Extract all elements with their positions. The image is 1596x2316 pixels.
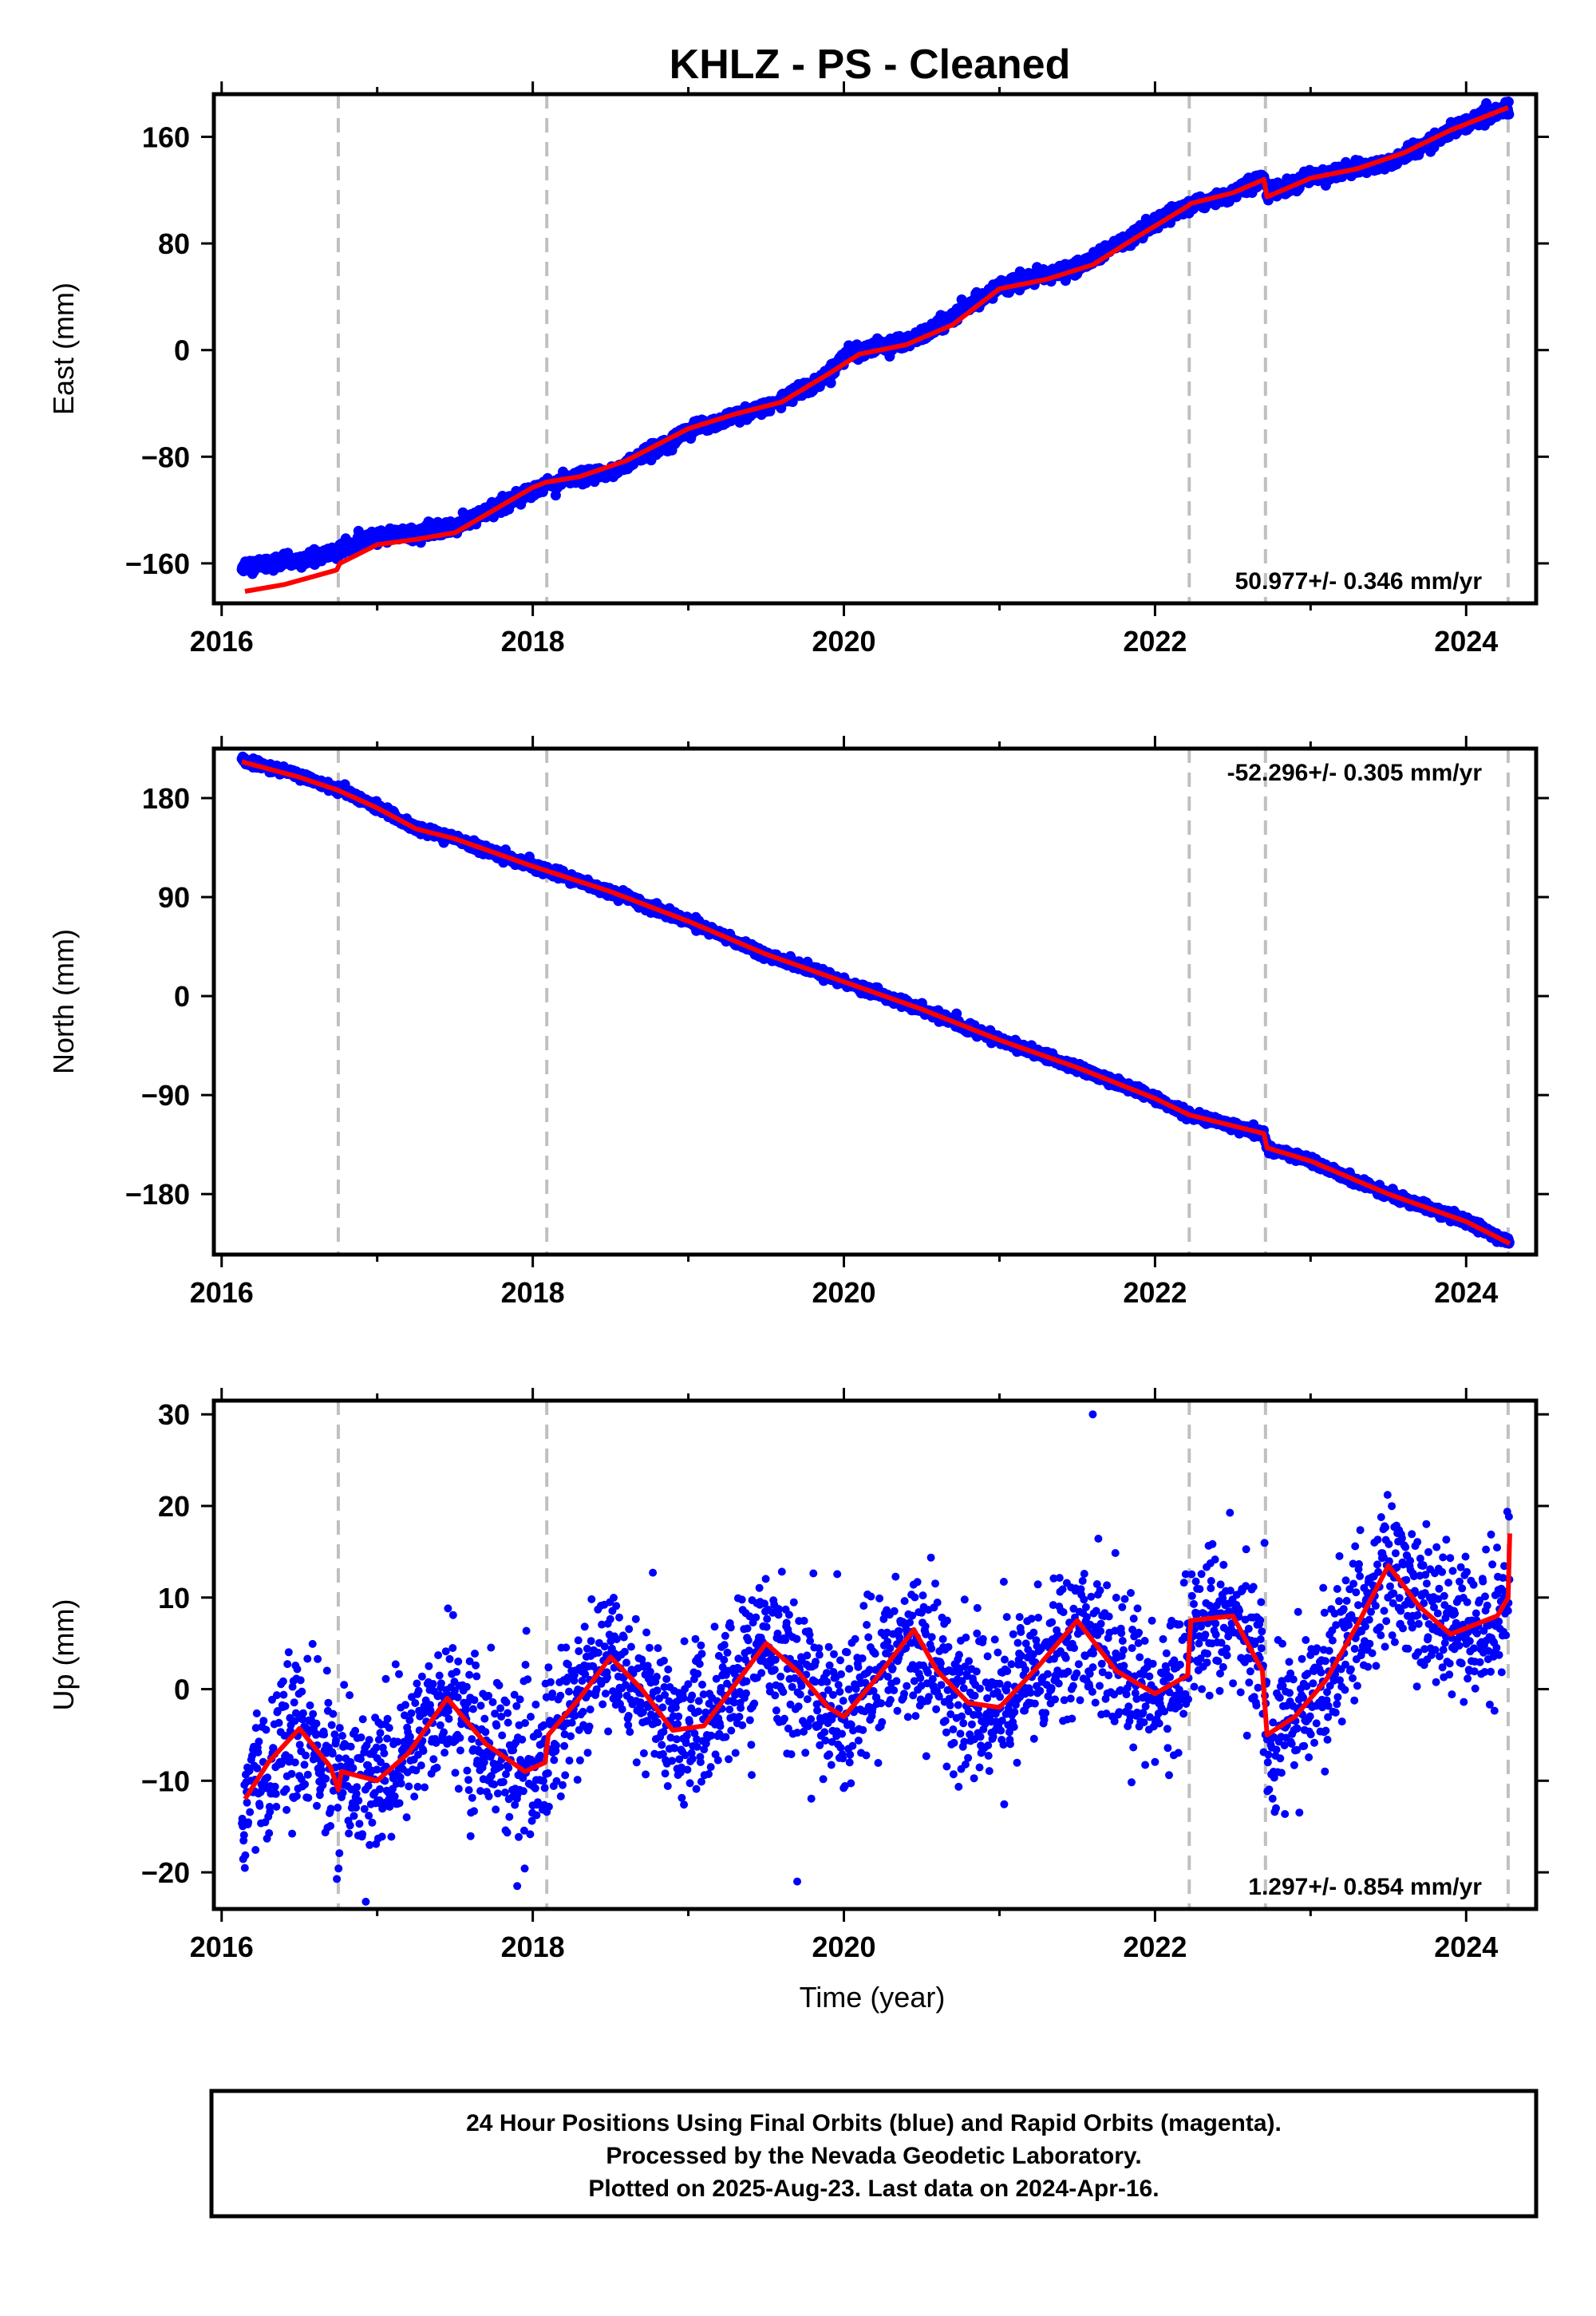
x-tick-label: 2016 xyxy=(190,625,254,658)
east-y-axis-label: East (mm) xyxy=(47,283,80,415)
y-tick-label: −160 xyxy=(125,547,190,580)
x-tick-label: 2022 xyxy=(1123,625,1187,658)
chart-title: KHLZ - PS - Cleaned xyxy=(670,41,1071,88)
east-points xyxy=(236,97,1515,579)
y-tick-label: 160 xyxy=(142,121,190,153)
x-tick-label: 2018 xyxy=(501,625,565,658)
y-tick-label: 0 xyxy=(174,334,190,367)
y-tick-label: −80 xyxy=(141,441,190,473)
x-tick-label: 2024 xyxy=(1434,625,1498,658)
data-point xyxy=(1503,97,1514,108)
y-tick-label: 80 xyxy=(158,227,190,260)
x-tick-label: 2020 xyxy=(812,625,875,658)
east-rate-label: 50.977+/- 0.346 mm/yr xyxy=(1235,568,1483,595)
east-panel: 2016 2018 2020 2022 2024 −160 −80 0 80 160 East (m… xyxy=(47,81,1549,658)
north-points xyxy=(236,751,1515,1249)
